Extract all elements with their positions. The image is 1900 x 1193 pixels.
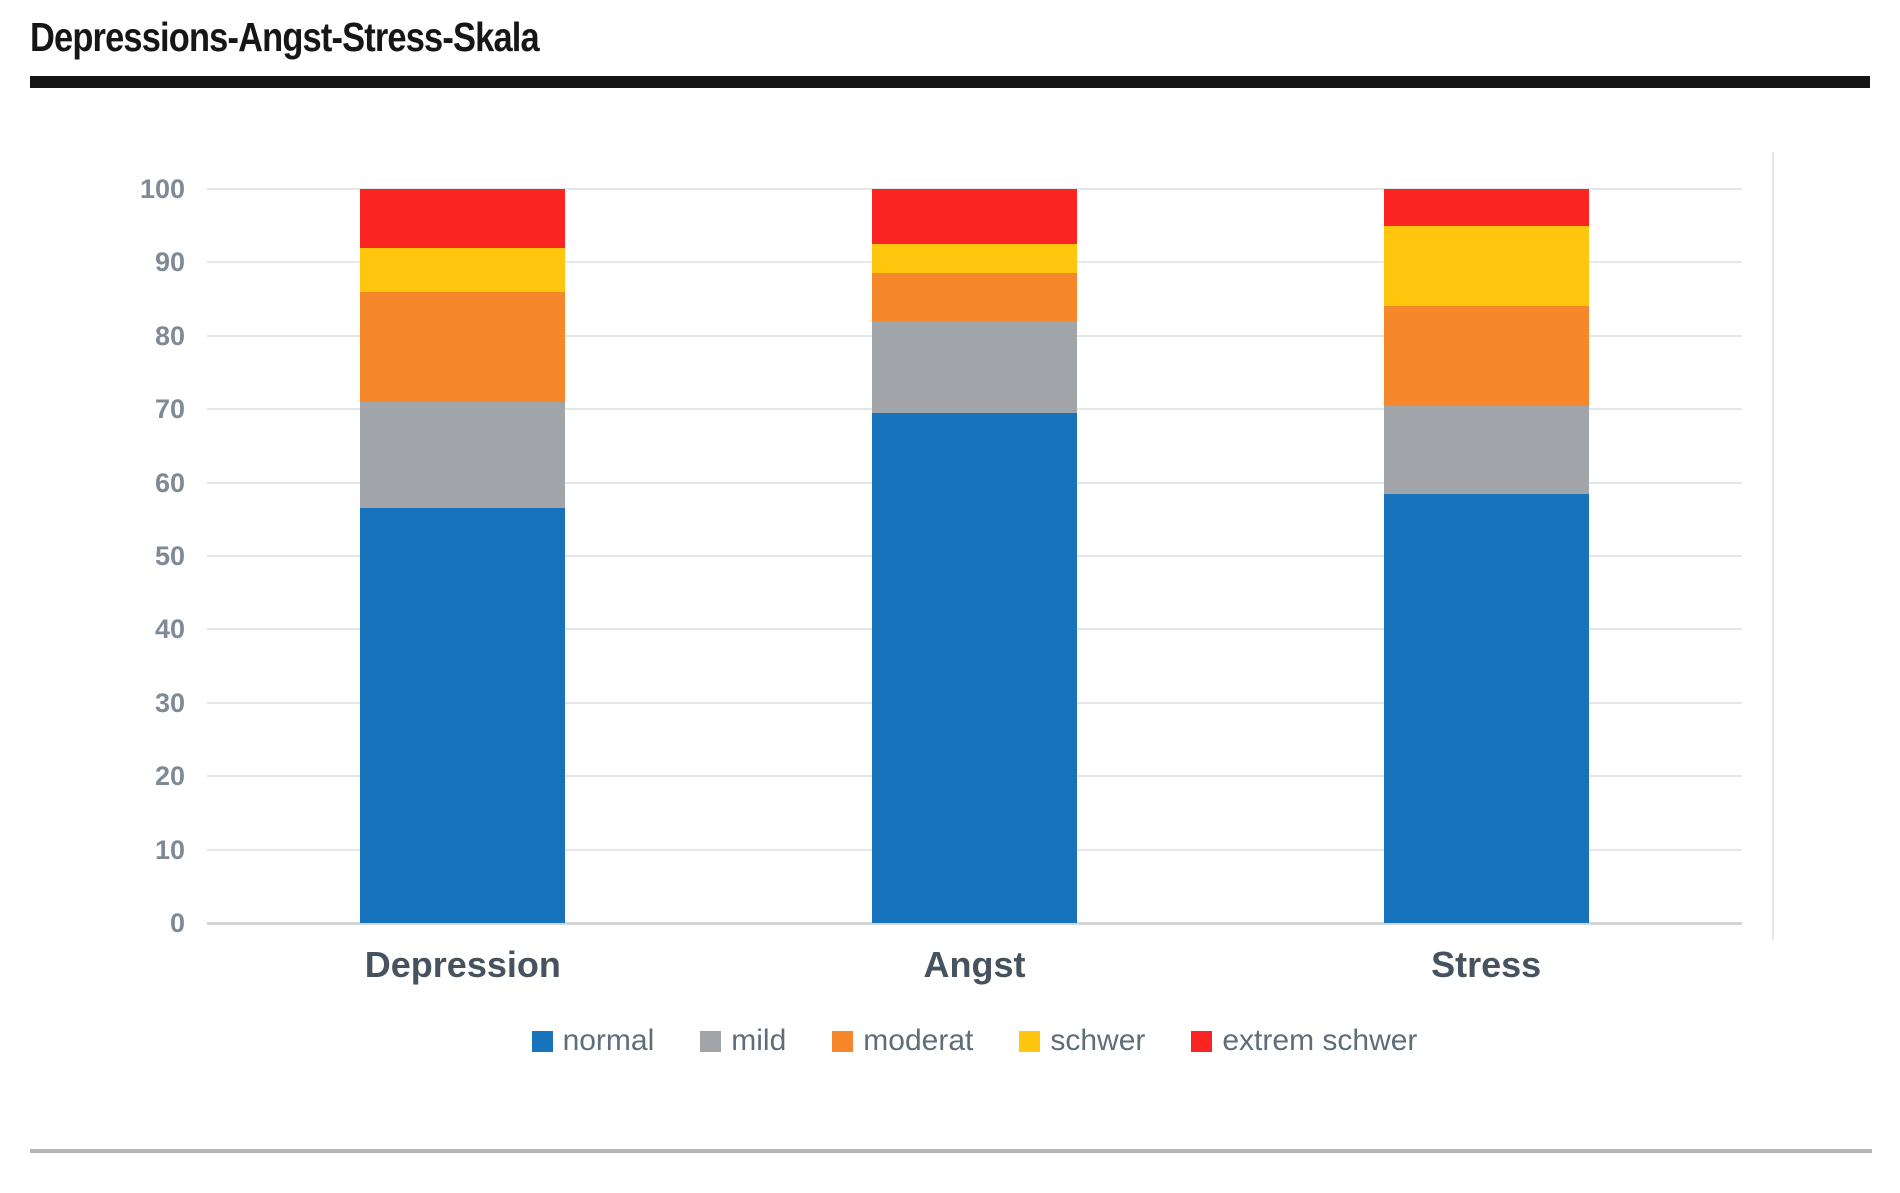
plot-right-border [1772, 152, 1774, 940]
category-label: Angst [923, 944, 1026, 985]
bottom-rule [30, 1149, 1872, 1153]
bar-segment-moderat [872, 273, 1077, 322]
category-label: Stress [1431, 944, 1542, 985]
bar-segment-moderat [1383, 306, 1589, 406]
page-title: Depressions-Angst-Stress-Skala [30, 14, 540, 60]
bar-segment-normal [1383, 493, 1589, 923]
bar-segment-normal [872, 412, 1077, 923]
legend-swatch-normal [531, 1030, 553, 1052]
bar-segment-schwer [360, 247, 566, 292]
x-axis-line [207, 922, 1742, 925]
bar-stack-angst [872, 189, 1077, 923]
bar-segment-normal [360, 508, 566, 923]
bar-segment-extrem-schwer [360, 189, 566, 248]
legend-swatch-mild [700, 1030, 722, 1052]
bar-segment-mild [1383, 405, 1589, 494]
legend-swatch-extrem-schwer [1191, 1030, 1213, 1052]
legend-swatch-schwer [1019, 1030, 1041, 1052]
title-rule [30, 76, 1870, 88]
y-gridline [207, 188, 1742, 190]
legend-label: schwer [1050, 1024, 1146, 1057]
legend-item-mild: mild [700, 1024, 786, 1058]
legend-item-schwer: schwer [1019, 1024, 1145, 1058]
bar-segment-mild [360, 401, 566, 509]
legend-item-normal: normal [531, 1024, 655, 1058]
y-tick-label: 50 [154, 541, 185, 571]
bar-stack-stress [1383, 189, 1589, 923]
legend-label: moderat [863, 1024, 974, 1057]
category-label: Depression [364, 944, 561, 985]
bar-segment-schwer [1383, 225, 1589, 307]
bar-segment-extrem-schwer [1383, 189, 1589, 226]
y-tick-label: 70 [154, 394, 185, 425]
legend-label: normal [562, 1024, 655, 1057]
y-tick-label: 40 [154, 614, 185, 645]
bar-stack-depression [360, 189, 566, 923]
bar-segment-extrem-schwer [872, 189, 1077, 245]
y-tick-label: 80 [154, 320, 185, 351]
y-tick-label: 100 [139, 174, 185, 204]
y-tick-label: 60 [154, 467, 185, 498]
y-tick-label: 30 [154, 687, 185, 718]
bar-segment-schwer [872, 244, 1077, 274]
y-tick-label: 0 [169, 908, 185, 938]
legend-item-extrem-schwer: extrem schwer [1191, 1024, 1417, 1058]
bar-segment-moderat [360, 291, 566, 402]
legend-label: extrem schwer [1222, 1024, 1418, 1057]
legend-item-moderat: moderat [832, 1024, 973, 1058]
legend: normal mild moderat schwer extrem schwer [207, 1024, 1742, 1058]
y-tick-label: 90 [154, 247, 185, 278]
y-tick-label: 20 [154, 761, 185, 792]
bar-segment-mild [872, 321, 1077, 413]
y-tick-label: 10 [154, 834, 185, 865]
legend-label: mild [731, 1024, 787, 1057]
legend-swatch-moderat [832, 1030, 854, 1052]
